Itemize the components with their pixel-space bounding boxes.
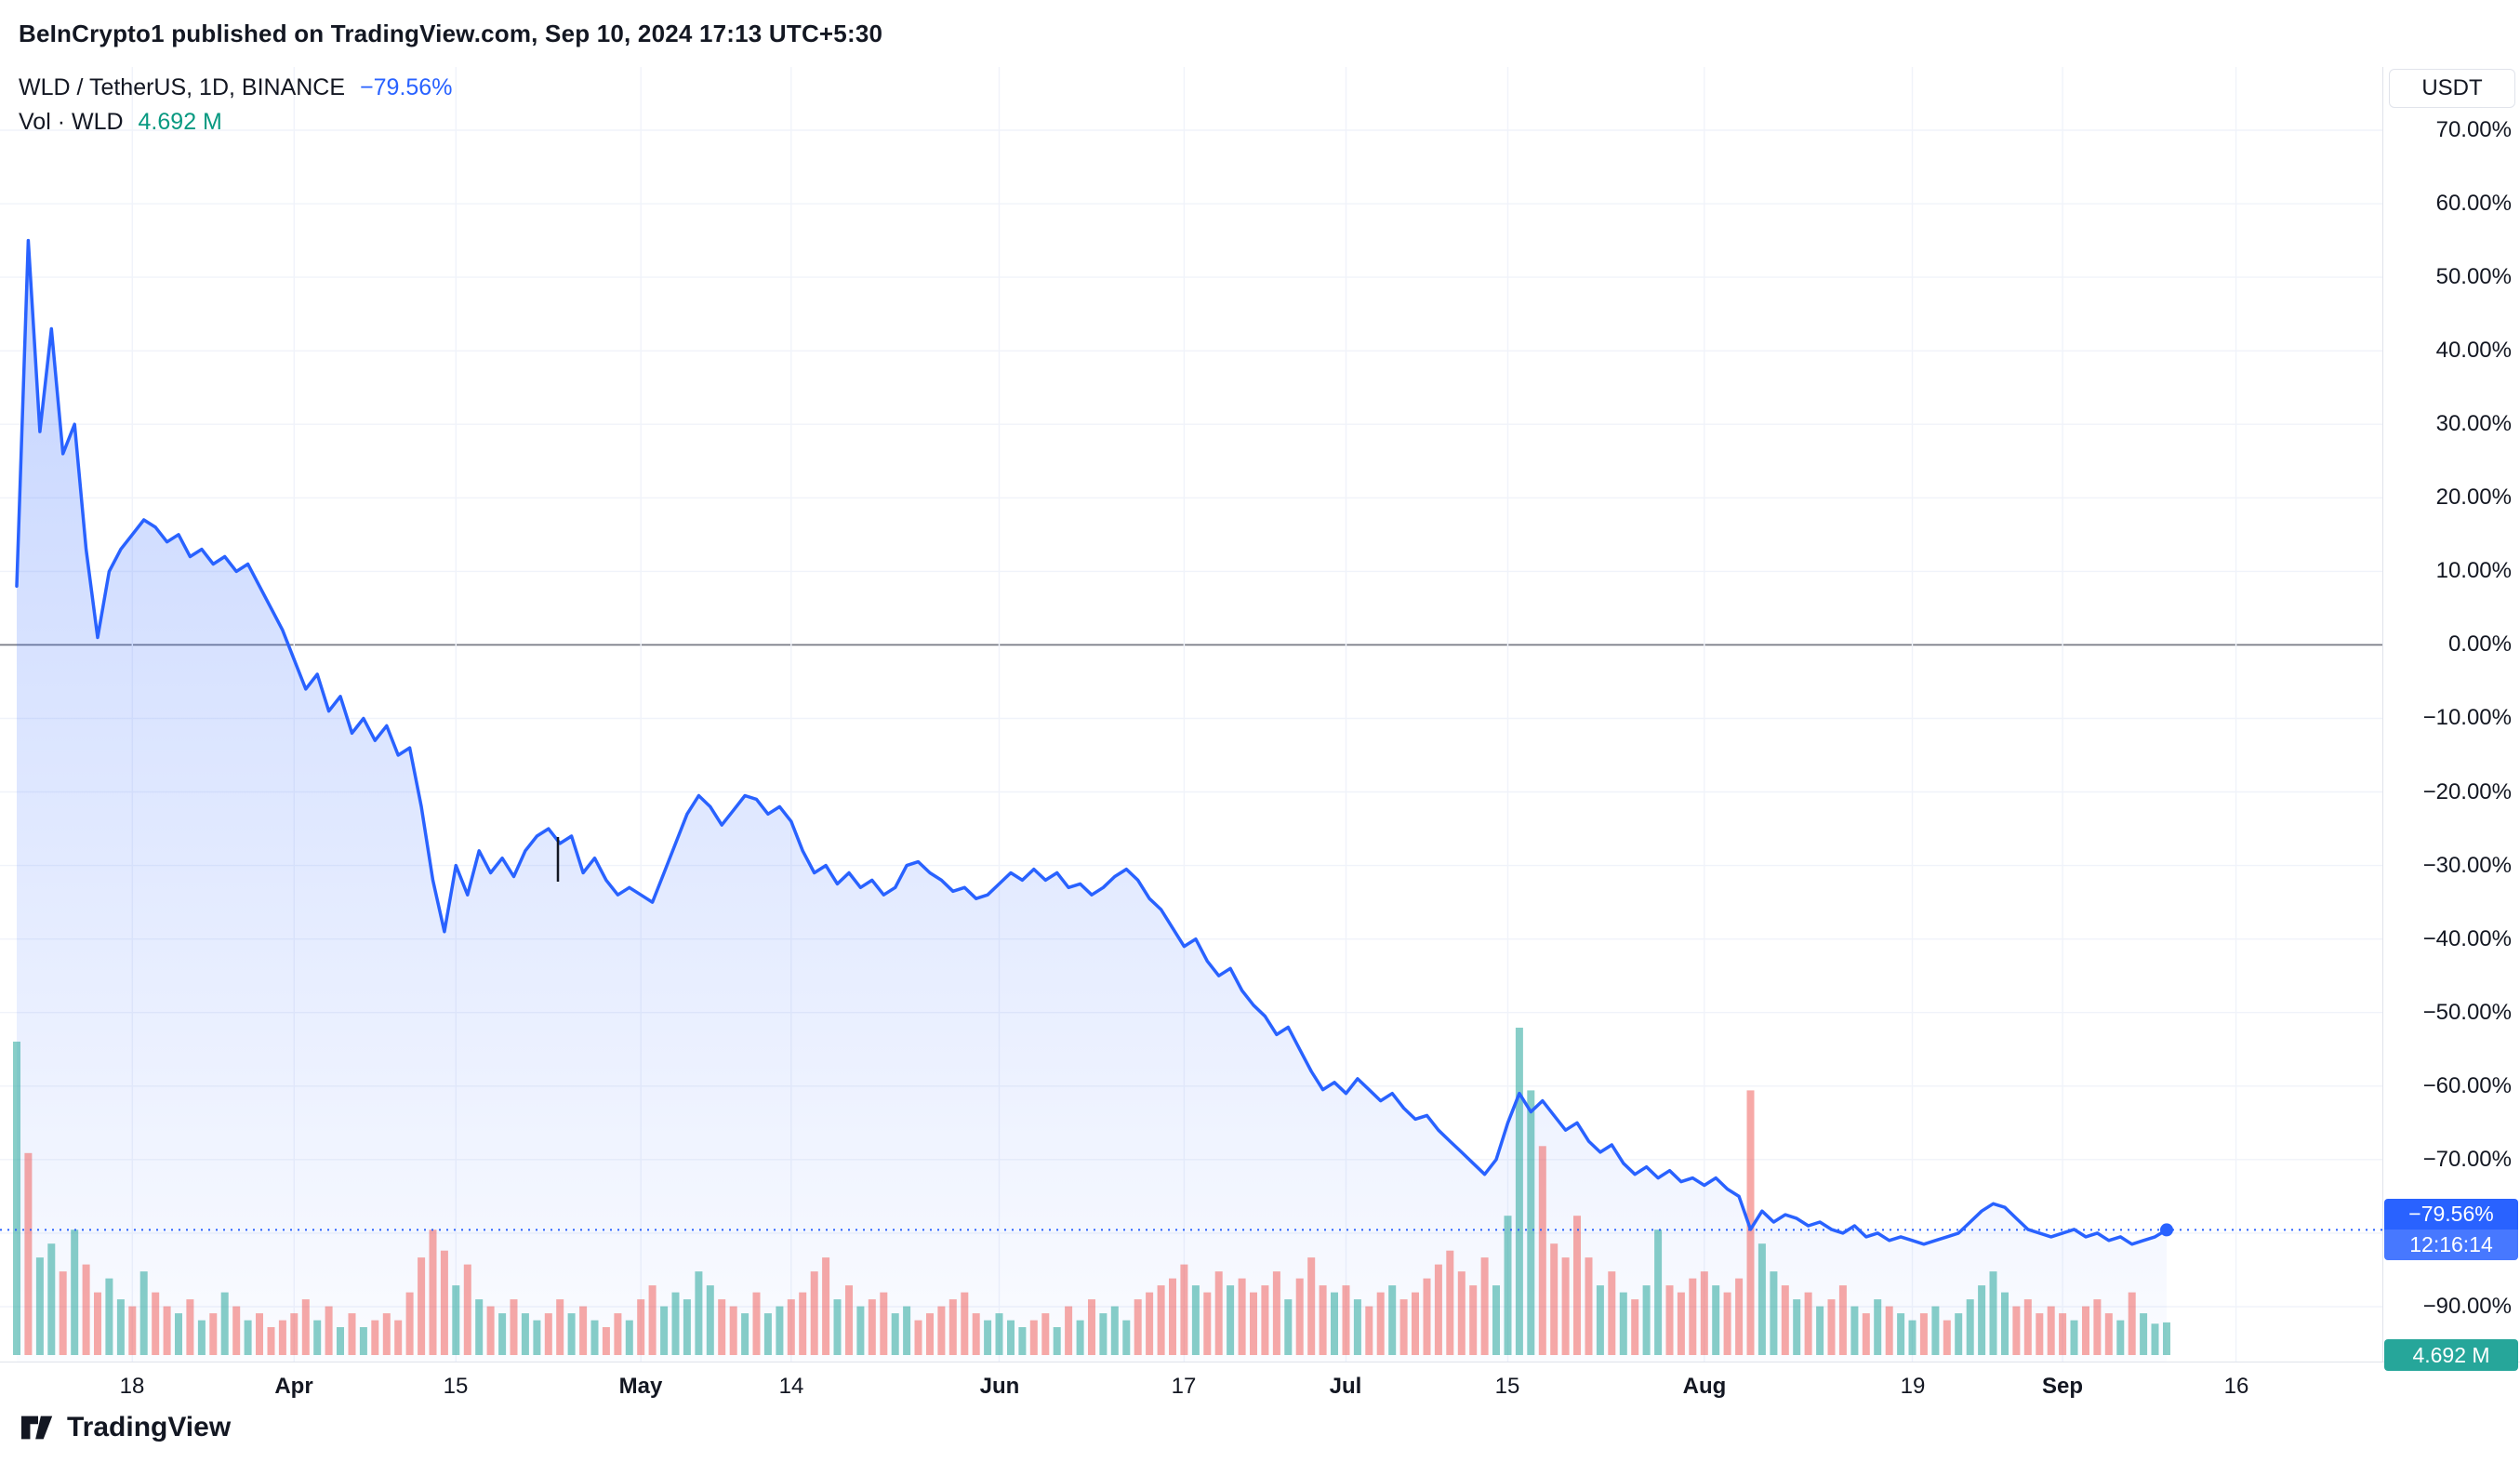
time-tick-label: Apr (274, 1374, 313, 1399)
time-tick-label: 17 (1171, 1374, 1197, 1399)
series-area (17, 240, 2167, 1362)
chart-pane[interactable]: WLD / TetherUS, 1D, BINANCE −79.56% Vol … (0, 67, 2382, 1362)
time-tick-label: 15 (443, 1374, 469, 1399)
last-price-badge: −79.56% 12:16:14 (2384, 1199, 2518, 1260)
price-tick-label: 30.00% (2435, 411, 2512, 436)
last-point-dot (2160, 1223, 2173, 1237)
price-badge-countdown: 12:16:14 (2384, 1229, 2518, 1260)
price-badge-value: −79.56% (2408, 1202, 2494, 1226)
legend-volume-value: 4.692 M (138, 109, 222, 135)
price-tick-label: −60.00% (2422, 1073, 2512, 1098)
time-tick-label: Aug (1682, 1374, 1727, 1399)
time-tick-label: 16 (2223, 1374, 2249, 1399)
volume-bars (13, 1028, 2170, 1355)
brand-label: TradingView (67, 1412, 232, 1442)
price-tick-label: 50.00% (2435, 264, 2512, 289)
legend-volume-label[interactable]: Vol · WLD (19, 109, 124, 135)
series-line (15, 238, 2169, 1246)
currency-toggle-button[interactable]: USDT (2389, 69, 2515, 108)
tradingview-logo-icon (20, 1415, 53, 1440)
price-tick-label: −70.00% (2422, 1147, 2512, 1172)
time-tick-label: Jun (979, 1374, 1020, 1399)
price-tick-label: 10.00% (2435, 558, 2512, 583)
time-tick-label: 18 (119, 1374, 145, 1399)
publish-header-text: BeInCrypto1 published on TradingView.com… (19, 19, 883, 47)
time-tick-label: Sep (2041, 1374, 2083, 1399)
time-tick-label: 15 (1494, 1374, 1520, 1399)
time-tick-label: Jul (1329, 1374, 1362, 1399)
legend-change-percent: −79.56% (360, 74, 453, 100)
price-tick-label: 60.00% (2435, 191, 2512, 216)
time-scale[interactable]: 18 Apr 15 May 14 Jun 17 Jul 15 Aug 19 Sep 16 (0, 1362, 2520, 1415)
price-tick-label: 40.00% (2435, 338, 2512, 363)
volume-badge: 4.692 M (2384, 1339, 2518, 1371)
price-chart-svg (0, 67, 2382, 1362)
price-tick-label: 20.00% (2435, 485, 2512, 510)
chart-legend[interactable]: WLD / TetherUS, 1D, BINANCE −79.56% Vol … (19, 71, 452, 140)
price-tick-label: −50.00% (2422, 1000, 2512, 1025)
price-tick-label: −40.00% (2422, 926, 2512, 951)
price-tick-label: −90.00% (2422, 1294, 2512, 1319)
price-tick-label: −10.00% (2422, 705, 2512, 730)
tradingview-brand[interactable]: TradingView (20, 1412, 231, 1443)
publish-header: BeInCrypto1 published on TradingView.com… (19, 0, 882, 67)
price-tick-label: 70.00% (2435, 117, 2512, 142)
time-tick-label: 14 (778, 1374, 804, 1399)
time-tick-label: May (618, 1374, 663, 1399)
price-tick-label: −30.00% (2422, 853, 2512, 878)
legend-symbol[interactable]: WLD / TetherUS, 1D, BINANCE (19, 74, 346, 100)
time-tick-label: 19 (1900, 1374, 1926, 1399)
price-tick-label: −20.00% (2422, 779, 2512, 804)
price-tick-label: 0.00% (2447, 631, 2512, 657)
price-scale[interactable]: USDT 70.00% 60.00% 50.00% 40.00% 30.00% 20.00… (2382, 67, 2520, 1362)
